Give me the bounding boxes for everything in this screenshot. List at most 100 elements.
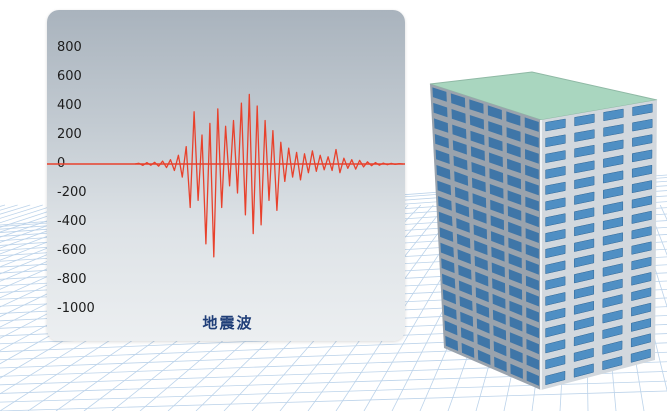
window <box>631 287 652 302</box>
window <box>477 349 491 365</box>
window <box>432 87 447 102</box>
window <box>525 164 539 180</box>
window <box>507 206 522 221</box>
window <box>473 209 487 224</box>
window <box>526 339 539 355</box>
window <box>508 221 522 237</box>
window <box>525 180 539 196</box>
window <box>574 254 595 268</box>
window <box>489 184 504 199</box>
window <box>574 222 595 237</box>
y-tick-label: -200 <box>57 185 87 200</box>
window <box>603 185 624 199</box>
wave-plot <box>47 93 405 258</box>
window <box>526 354 539 370</box>
window <box>574 160 595 174</box>
window <box>573 285 595 300</box>
window <box>459 296 473 311</box>
window <box>526 307 539 323</box>
window <box>574 207 595 221</box>
window <box>444 320 458 336</box>
window <box>510 363 523 379</box>
window <box>573 300 594 315</box>
window <box>631 195 652 209</box>
window <box>487 105 502 120</box>
window <box>506 142 521 158</box>
window <box>509 332 523 348</box>
window <box>545 181 566 195</box>
window <box>545 307 566 322</box>
window <box>574 144 595 158</box>
window <box>458 280 472 296</box>
y-tick-label: -400 <box>57 214 87 229</box>
window <box>438 196 452 211</box>
window <box>471 162 486 177</box>
window <box>470 146 485 161</box>
window <box>603 139 624 153</box>
y-tick-label: 400 <box>57 98 82 113</box>
y-tick-label: 200 <box>57 127 82 142</box>
window <box>442 273 456 289</box>
window <box>545 134 566 148</box>
window <box>507 190 522 205</box>
window <box>458 264 472 280</box>
window <box>491 262 505 278</box>
window <box>545 292 566 306</box>
window <box>602 325 623 340</box>
window <box>602 263 623 277</box>
window <box>524 133 539 148</box>
window <box>489 152 503 168</box>
window <box>434 134 449 149</box>
window <box>454 186 469 202</box>
window <box>632 118 653 132</box>
window <box>525 212 539 228</box>
window <box>603 108 624 122</box>
window <box>506 127 521 142</box>
window <box>492 278 506 294</box>
window <box>492 309 506 325</box>
window <box>545 355 566 370</box>
grid-line <box>0 204 106 243</box>
window <box>525 228 539 243</box>
window <box>602 278 623 293</box>
window <box>574 176 595 190</box>
window <box>455 202 470 218</box>
window <box>525 149 539 164</box>
window <box>475 271 489 287</box>
window <box>630 333 651 348</box>
window <box>630 348 651 363</box>
window <box>456 218 470 233</box>
window <box>509 300 523 316</box>
window <box>457 249 471 265</box>
window <box>573 363 594 378</box>
window <box>494 356 507 372</box>
window <box>472 177 486 193</box>
window <box>438 211 453 227</box>
window <box>460 327 474 343</box>
window <box>603 154 624 168</box>
window <box>525 275 539 291</box>
window <box>574 191 595 205</box>
window <box>477 334 490 350</box>
window <box>433 102 448 118</box>
y-tick-label: 800 <box>57 40 82 55</box>
window <box>461 342 475 358</box>
window <box>545 260 566 275</box>
window <box>602 356 623 371</box>
wave-line <box>134 93 404 258</box>
window <box>434 118 449 133</box>
window <box>445 335 459 351</box>
window <box>439 227 454 242</box>
window <box>545 118 566 132</box>
window <box>602 216 624 231</box>
window <box>526 323 539 339</box>
window <box>574 113 595 127</box>
window <box>526 370 540 386</box>
window <box>545 276 566 290</box>
window <box>474 255 488 271</box>
seismic-wave-chart: 800 600 400 200 0 -200 -400 -600 -800 -1… <box>47 10 405 341</box>
window <box>545 323 566 338</box>
window <box>435 149 450 164</box>
window <box>443 304 457 320</box>
